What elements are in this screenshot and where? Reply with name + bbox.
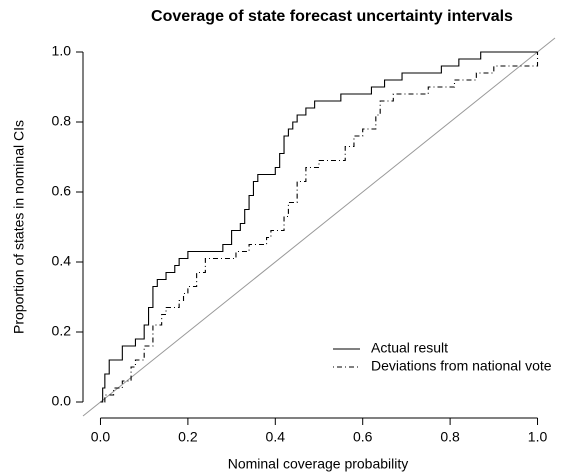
y-tick-label: 0.6 xyxy=(52,183,72,199)
chart-title: Coverage of state forecast uncertainty i… xyxy=(151,8,513,25)
y-tick-label: 0.4 xyxy=(52,253,72,269)
y-tick-label: 0.2 xyxy=(52,323,72,339)
x-tick-label: 0.0 xyxy=(91,429,111,445)
x-tick-label: 1.0 xyxy=(528,429,548,445)
x-axis-title: Nominal coverage probability xyxy=(228,456,409,472)
y-tick-label: 0.0 xyxy=(52,393,72,409)
legend-label: Deviations from national vote xyxy=(371,358,552,374)
reference-line xyxy=(82,37,556,417)
x-tick-label: 0.8 xyxy=(440,429,460,445)
x-tick-label: 0.6 xyxy=(353,429,373,445)
x-tick-label: 0.2 xyxy=(178,429,198,445)
step-line xyxy=(100,52,539,403)
y-tick-label: 0.8 xyxy=(52,113,72,129)
y-tick-label: 1.0 xyxy=(52,43,72,59)
legend-label: Actual result xyxy=(371,340,448,356)
y-axis-title: Proportion of states in nominal CIs xyxy=(11,120,27,334)
x-tick-label: 0.4 xyxy=(266,429,286,445)
step-line xyxy=(100,51,538,403)
